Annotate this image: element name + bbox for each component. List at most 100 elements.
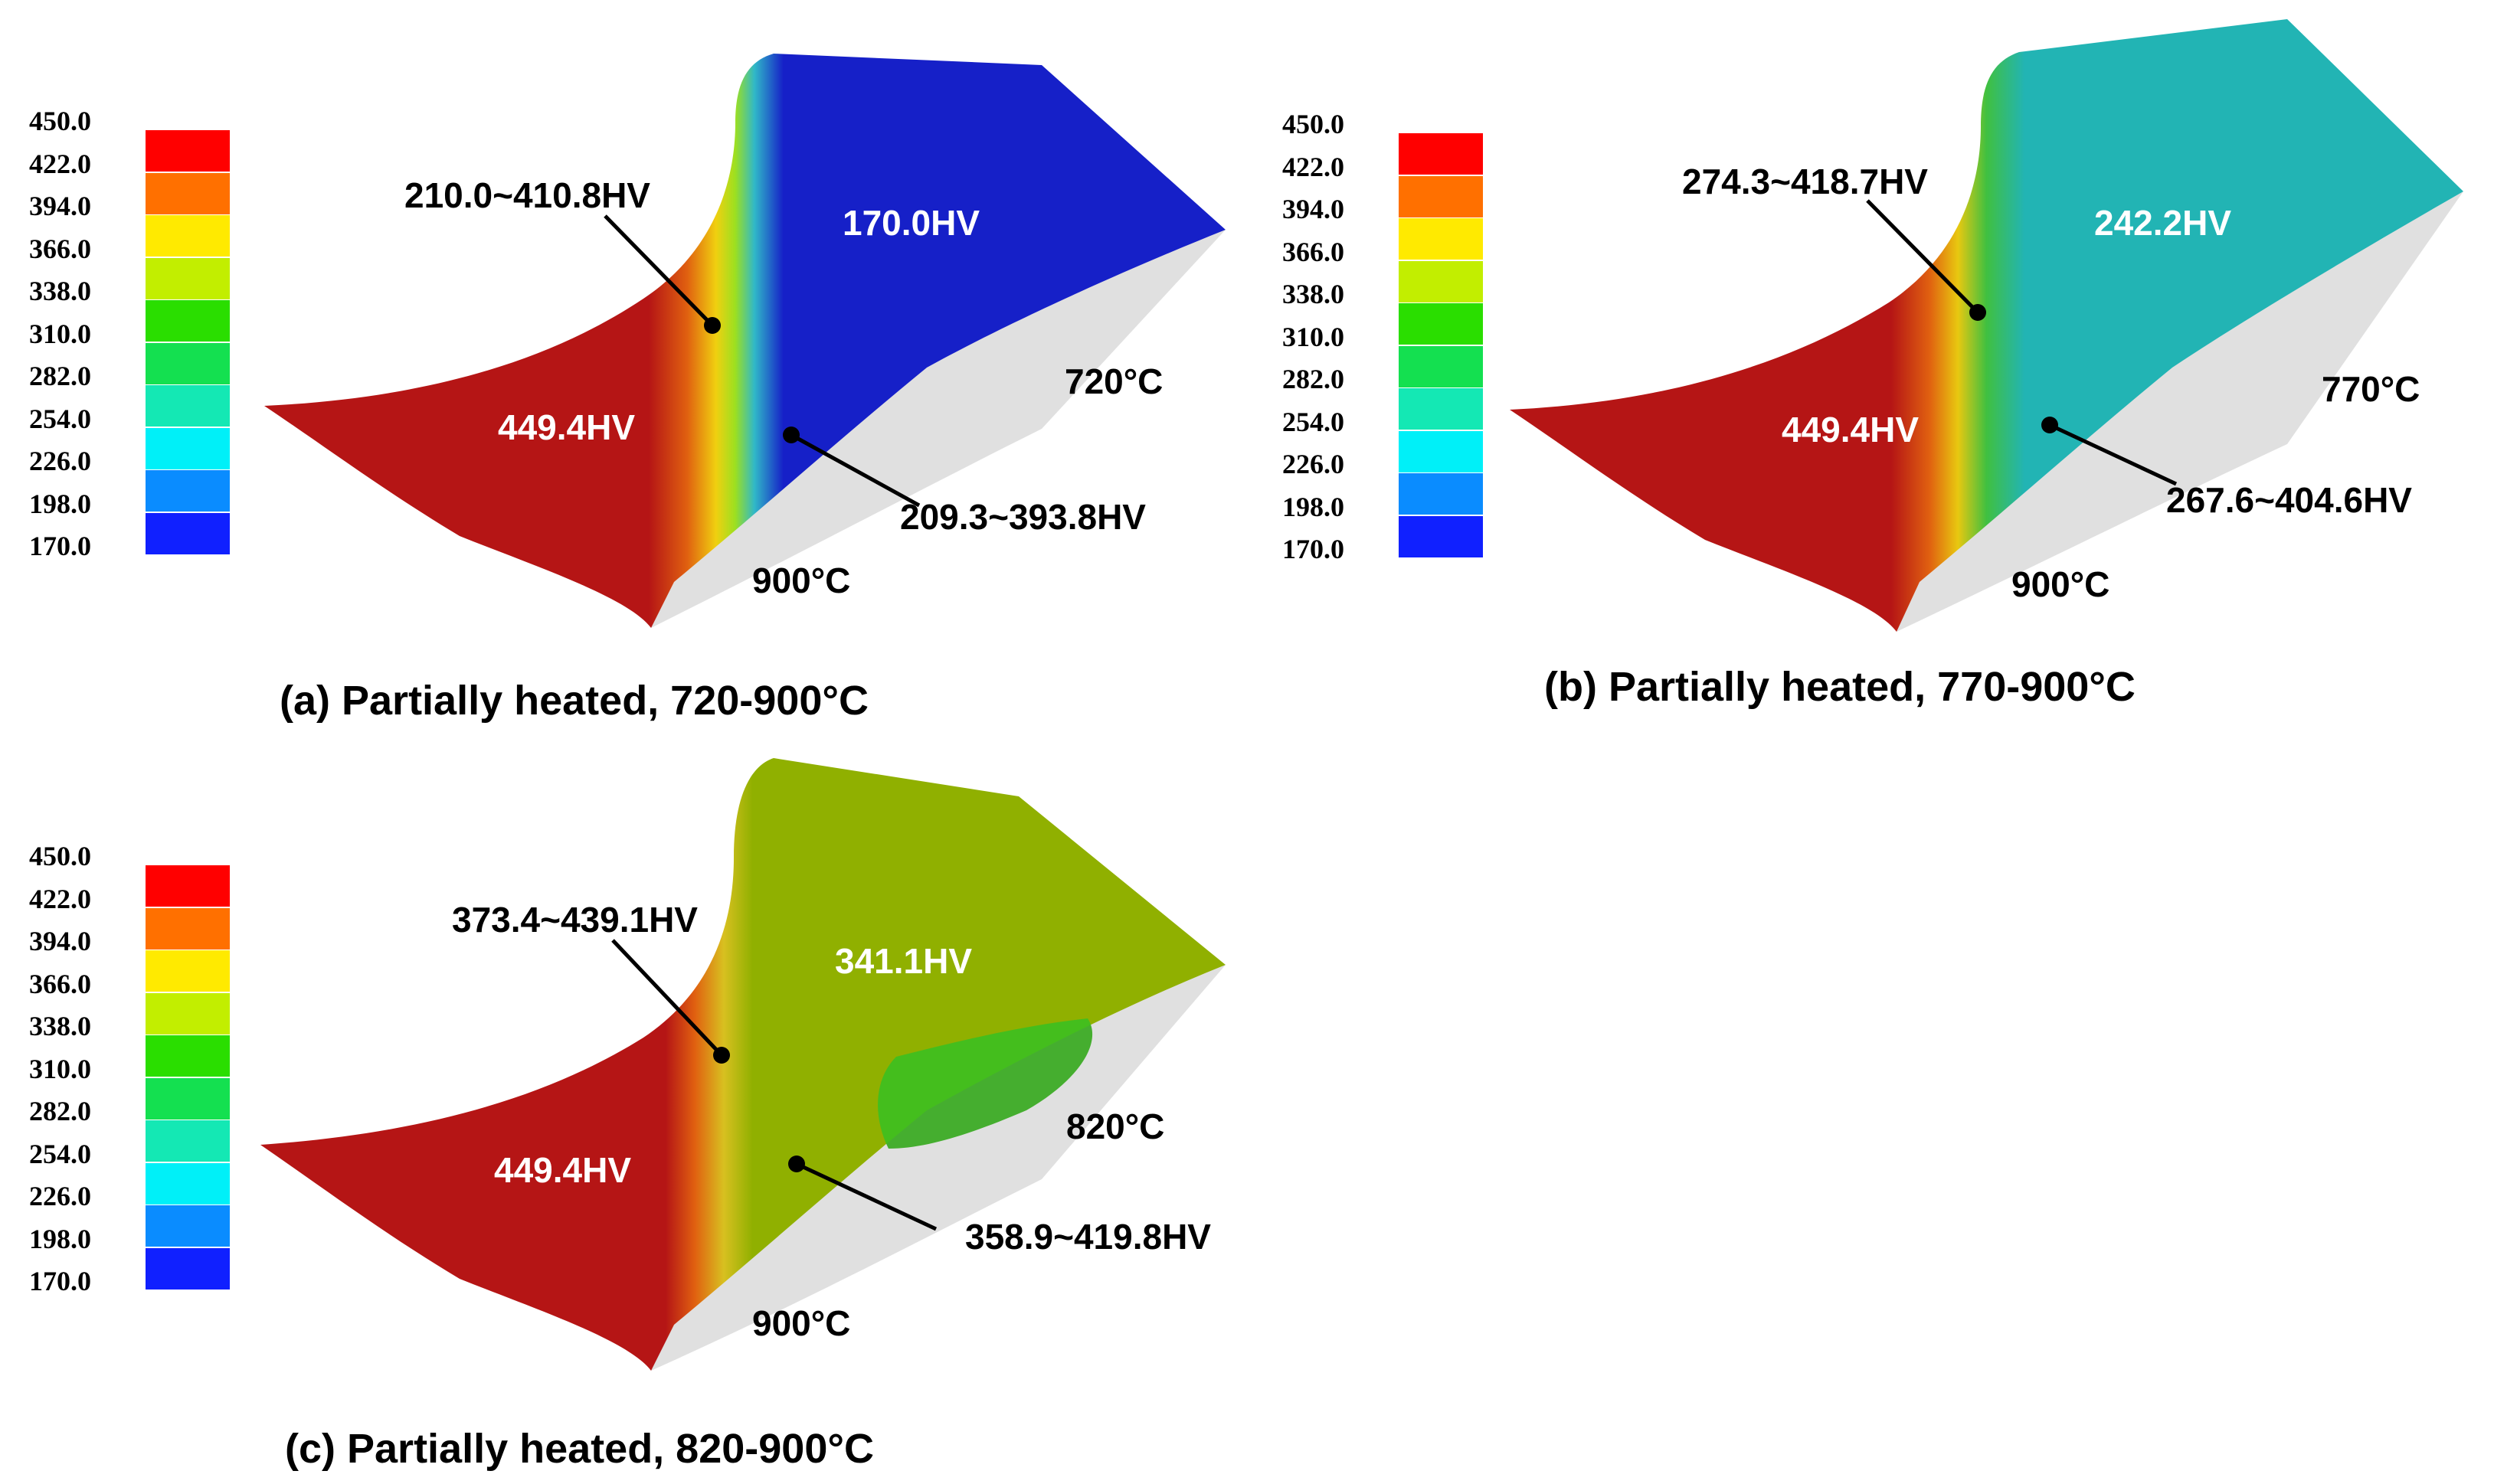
scale-label-a: 338.0 (29, 276, 91, 306)
scale-swatch-c (146, 1205, 230, 1247)
part-surface-a (264, 54, 1226, 628)
scale-swatch-a (146, 427, 230, 469)
scale-swatch-c (146, 1247, 230, 1290)
scale-label-c: 226.0 (29, 1181, 91, 1211)
cold-hardness-b: 242.2HV (2094, 203, 2232, 243)
scale-swatch-a (146, 385, 230, 427)
panel-b: 450.0 422.0 394.0 366.0 338.0 310.0 282.0 254.0… (1253, 0, 2494, 735)
cold-temp-c: 820°C (1066, 1106, 1165, 1146)
scale-label-c: 450.0 (29, 841, 91, 871)
scale-swatch-b (1399, 303, 1483, 345)
scale-label-a: 198.0 (29, 488, 91, 519)
scale-swatch-a (146, 342, 230, 384)
scale-label-a: 226.0 (29, 446, 91, 476)
scale-swatch-c (146, 1077, 230, 1120)
scale-label-c: 254.0 (29, 1138, 91, 1169)
scale-label-b: 226.0 (1282, 449, 1344, 479)
scale-swatch-c (146, 907, 230, 950)
scale-swatch-c (146, 1120, 230, 1162)
scale-swatch-a (146, 172, 230, 214)
scale-label-a: 310.0 (29, 318, 91, 349)
part-shade-c (651, 965, 1226, 1371)
scale-swatch-c (146, 1035, 230, 1077)
scale-swatch-b (1399, 345, 1483, 387)
scale-label-b: 338.0 (1282, 279, 1344, 309)
scale-label-b: 394.0 (1282, 194, 1344, 224)
hot-temp-b: 900°C (2011, 564, 2110, 604)
scale-swatch-b (1399, 473, 1483, 515)
scale-label-b: 282.0 (1282, 364, 1344, 394)
scale-swatch-c (146, 950, 230, 992)
scale-label-b: 366.0 (1282, 236, 1344, 267)
hot-hardness-a: 449.4HV (498, 407, 636, 447)
hardness-scale-b: 450.0 422.0 394.0 366.0 338.0 310.0 282.0 254.0… (1253, 110, 1498, 585)
scale-swatch-c (146, 1162, 230, 1205)
scale-swatch-b (1399, 175, 1483, 217)
scale-label-b: 198.0 (1282, 491, 1344, 522)
scale-swatch-b (1399, 388, 1483, 430)
part-c (260, 758, 1226, 1371)
hot-temp-a: 900°C (752, 561, 851, 600)
part-shade-b (1897, 191, 2463, 632)
hardness-scale-a: 450.0 422.0 394.0 366.0 338.0 310.0 282.0 254.0… (0, 107, 245, 582)
scale-label-b: 310.0 (1282, 321, 1344, 352)
scale-swatch-a (146, 257, 230, 299)
scale-label-c: 170.0 (29, 1266, 91, 1296)
upper-range-c: 373.4~439.1HV (452, 900, 698, 940)
scale-label-c: 282.0 (29, 1096, 91, 1126)
scale-swatch-b (1399, 218, 1483, 260)
hot-hardness-b: 449.4HV (1782, 410, 1920, 449)
scale-label-a: 422.0 (29, 148, 91, 179)
panel-a: 450.0 422.0 394.0 366.0 338.0 310.0 282.0 254.0… (0, 0, 1256, 735)
scale-swatch-a (146, 215, 230, 257)
scale-label-c: 394.0 (29, 926, 91, 956)
hot-hardness-c: 449.4HV (494, 1150, 632, 1190)
cold-hardness-a: 170.0HV (843, 203, 980, 243)
hot-temp-c: 900°C (752, 1303, 851, 1343)
lower-range-b: 267.6~404.6HV (2166, 480, 2412, 520)
scale-label-c: 338.0 (29, 1011, 91, 1041)
scale-label-b: 450.0 (1282, 109, 1344, 139)
cold-temp-b: 770°C (2322, 369, 2420, 409)
scale-label-a: 254.0 (29, 403, 91, 434)
scale-swatch-a (146, 300, 230, 342)
cold-hardness-c: 341.1HV (835, 941, 973, 981)
scale-swatch-b (1399, 133, 1483, 175)
part-surface-c (260, 758, 1226, 1371)
scale-swatch-b (1399, 430, 1483, 472)
upper-range-b: 274.3~418.7HV (1682, 162, 1928, 201)
scale-label-a: 282.0 (29, 361, 91, 391)
scale-label-a: 450.0 (29, 106, 91, 136)
lower-range-c: 358.9~419.8HV (965, 1217, 1211, 1257)
part-b (1510, 19, 2463, 632)
scale-swatch-a (146, 130, 230, 172)
cold-temp-a: 720°C (1065, 361, 1164, 401)
part-surface-b (1510, 19, 2463, 632)
scale-swatch-b (1399, 260, 1483, 302)
lower-range-a: 209.3~393.8HV (900, 497, 1146, 537)
scale-label-b: 422.0 (1282, 151, 1344, 182)
scale-label-a: 366.0 (29, 233, 91, 264)
scale-label-c: 198.0 (29, 1223, 91, 1254)
scale-swatch-c (146, 865, 230, 907)
part-shade-a (651, 230, 1226, 628)
scale-label-a: 170.0 (29, 531, 91, 561)
scale-swatch-a (146, 470, 230, 512)
caption-b: (b) Partially heated, 770-900°C (1544, 664, 2136, 710)
scale-swatch-b (1399, 515, 1483, 557)
panel-c: 450.0 422.0 394.0 366.0 338.0 310.0 282.0 254.0… (0, 735, 1256, 1484)
part-green-patch-c (878, 1018, 1093, 1149)
scale-swatch-c (146, 992, 230, 1035)
scale-label-b: 170.0 (1282, 534, 1344, 564)
scale-label-b: 254.0 (1282, 406, 1344, 437)
upper-range-a: 210.0~410.8HV (404, 175, 650, 215)
scale-label-c: 366.0 (29, 968, 91, 999)
scale-label-c: 310.0 (29, 1053, 91, 1084)
caption-c: (c) Partially heated, 820-900°C (285, 1426, 874, 1472)
caption-a: (a) Partially heated, 720-900°C (280, 678, 869, 724)
scale-label-a: 394.0 (29, 191, 91, 221)
scale-swatch-a (146, 512, 230, 554)
part-a (264, 54, 1226, 628)
scale-label-c: 422.0 (29, 883, 91, 914)
hardness-scale-c: 450.0 422.0 394.0 366.0 338.0 310.0 282.0 254.0… (0, 842, 245, 1317)
